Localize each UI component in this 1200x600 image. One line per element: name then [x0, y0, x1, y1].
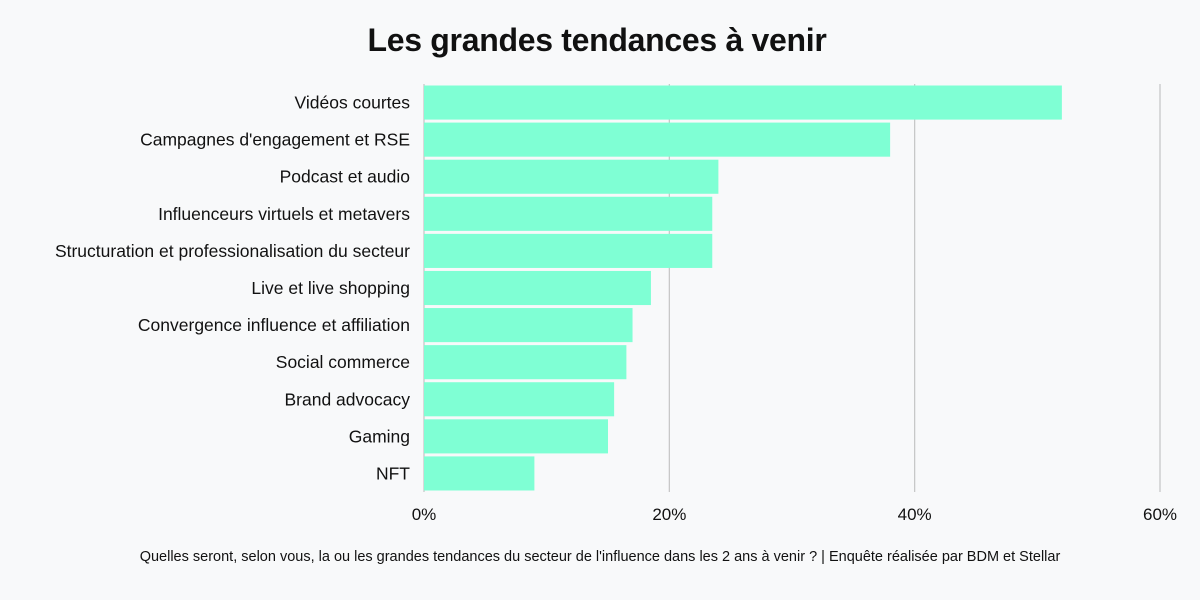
category-label: Structuration et professionalisation du …: [55, 241, 410, 261]
x-tick-label: 20%: [652, 505, 686, 524]
bar: [424, 159, 719, 194]
x-tick-label: 60%: [1143, 505, 1177, 524]
bar: [424, 122, 891, 157]
category-label: NFT: [376, 463, 410, 483]
chart-footnote: Quelles seront, selon vous, la ou les gr…: [139, 549, 1061, 565]
category-label: Campagnes d'engagement et RSE: [140, 130, 410, 150]
bar: [424, 382, 615, 417]
category-label: Live et live shopping: [251, 278, 410, 298]
category-label: Brand advocacy: [285, 389, 411, 409]
bar: [424, 345, 627, 380]
category-labels: Vidéos courtes Campagnes d'engagement et …: [55, 93, 410, 484]
category-label: Social commerce: [276, 352, 410, 372]
bar: [424, 456, 535, 491]
bar: [424, 85, 1062, 120]
bar: [424, 196, 713, 231]
bar: [424, 419, 608, 454]
category-label: Podcast et audio: [280, 167, 410, 187]
category-label: Influenceurs virtuels et metavers: [158, 204, 410, 224]
bar: [424, 233, 713, 268]
bar: [424, 308, 633, 343]
bars: [424, 85, 1062, 491]
x-tick-label: 40%: [898, 505, 932, 524]
x-axis-ticks: 0% 20% 40% 60%: [412, 505, 1177, 524]
bar: [424, 270, 651, 306]
chart-title: Les grandes tendances à venir: [367, 22, 827, 58]
category-label: Vidéos courtes: [295, 93, 411, 113]
category-label: Gaming: [349, 426, 410, 446]
category-label: Convergence influence et affiliation: [138, 315, 410, 335]
x-tick-label: 0%: [412, 505, 437, 524]
